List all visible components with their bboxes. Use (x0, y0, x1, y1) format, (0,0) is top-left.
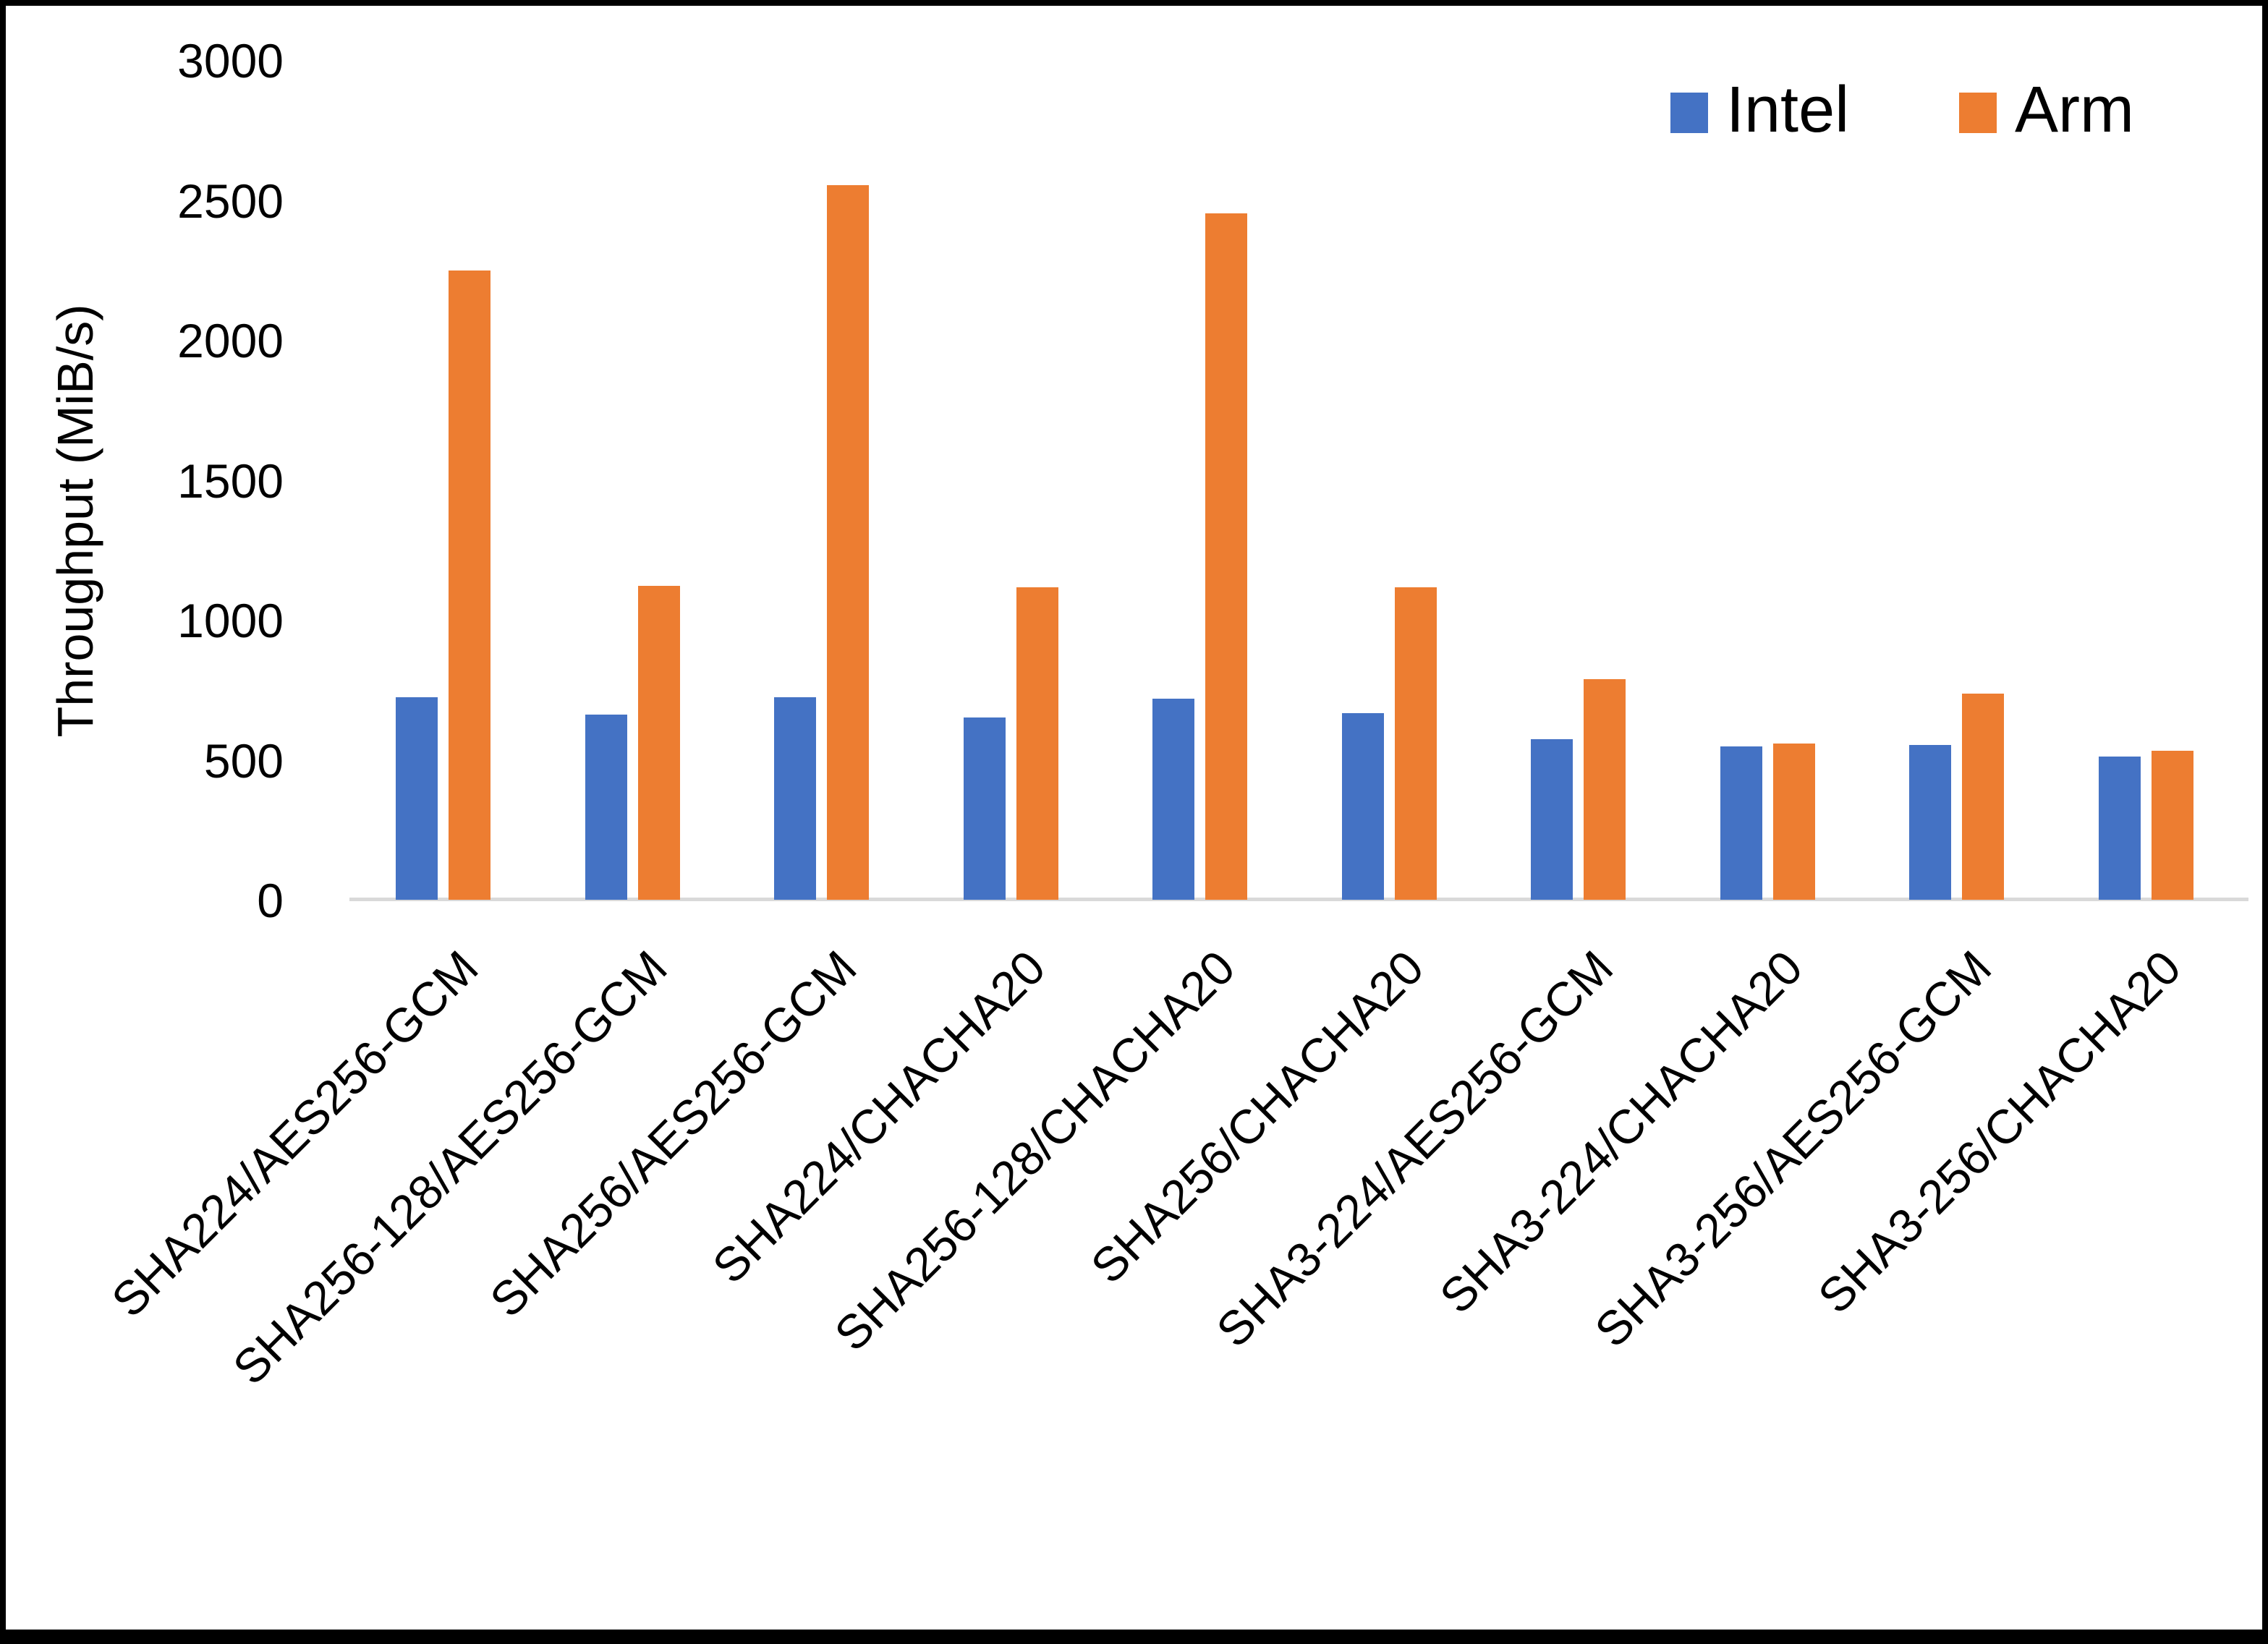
bar-intel-10 (2098, 756, 2141, 900)
bar-arm-7 (1584, 679, 1626, 900)
bar-intel-6 (1341, 712, 1384, 900)
x-category-label: SHA256/AES256-GCM (479, 940, 867, 1327)
legend-label-intel: Intel (1726, 74, 1850, 146)
legend-label-arm: Arm (2015, 74, 2134, 146)
plot-area: 0 500 1000 1500 2000 2500 3000 SHA224/AES256-GC… (6, 6, 2262, 1630)
bar-arm-4 (1016, 587, 1058, 900)
bar-arm-8 (1772, 744, 1815, 900)
bar-intel-5 (1152, 699, 1194, 900)
bar-arm-2 (637, 585, 680, 900)
y-tick-label: 1500 (177, 453, 284, 508)
bar-arm-5 (1205, 213, 1247, 900)
bar-intel-1 (396, 697, 438, 900)
legend-swatch-intel (1670, 93, 1708, 133)
x-category-label: SHA256-128/CHACHA20 (823, 940, 1245, 1361)
bar-intel-2 (585, 714, 627, 900)
bar-intel-9 (1909, 745, 1951, 900)
bar-arm-3 (827, 185, 869, 900)
bar-arm-10 (2151, 750, 2193, 900)
bar-arm-1 (449, 271, 490, 900)
x-category-label: SHA224/CHACHA20 (702, 940, 1056, 1294)
x-category-label: SHA3-256/AES256-GCM (1584, 940, 2002, 1358)
y-axis-title: Throughput (MiB/s) (47, 304, 103, 738)
bar-intel-7 (1531, 739, 1573, 900)
x-axis-line (349, 898, 2248, 901)
x-category-label: SHA256/CHACHA20 (1080, 940, 1434, 1294)
y-tick-label: 2500 (177, 174, 284, 228)
y-tick-label: 1000 (177, 594, 284, 647)
x-category-label: SHA3-224/AES256-GCM (1206, 940, 1623, 1358)
bar-intel-8 (1720, 746, 1762, 900)
bar-arm-9 (1962, 693, 2004, 900)
legend-swatch-arm (1959, 93, 1997, 133)
bar-intel-3 (774, 697, 816, 900)
x-category-label: SHA224/AES256-GCM (101, 940, 488, 1327)
x-category-label: SHA3-256/CHACHA20 (1807, 940, 2191, 1324)
y-tick-label: 2000 (177, 314, 284, 367)
bar-intel-4 (963, 717, 1006, 900)
x-category-label: SHA3-224/CHACHA20 (1429, 940, 1812, 1324)
y-tick-label: 3000 (177, 34, 284, 88)
bar-arm-6 (1394, 587, 1437, 900)
y-tick-label: 500 (203, 733, 284, 788)
y-tick-label: 0 (257, 874, 284, 927)
